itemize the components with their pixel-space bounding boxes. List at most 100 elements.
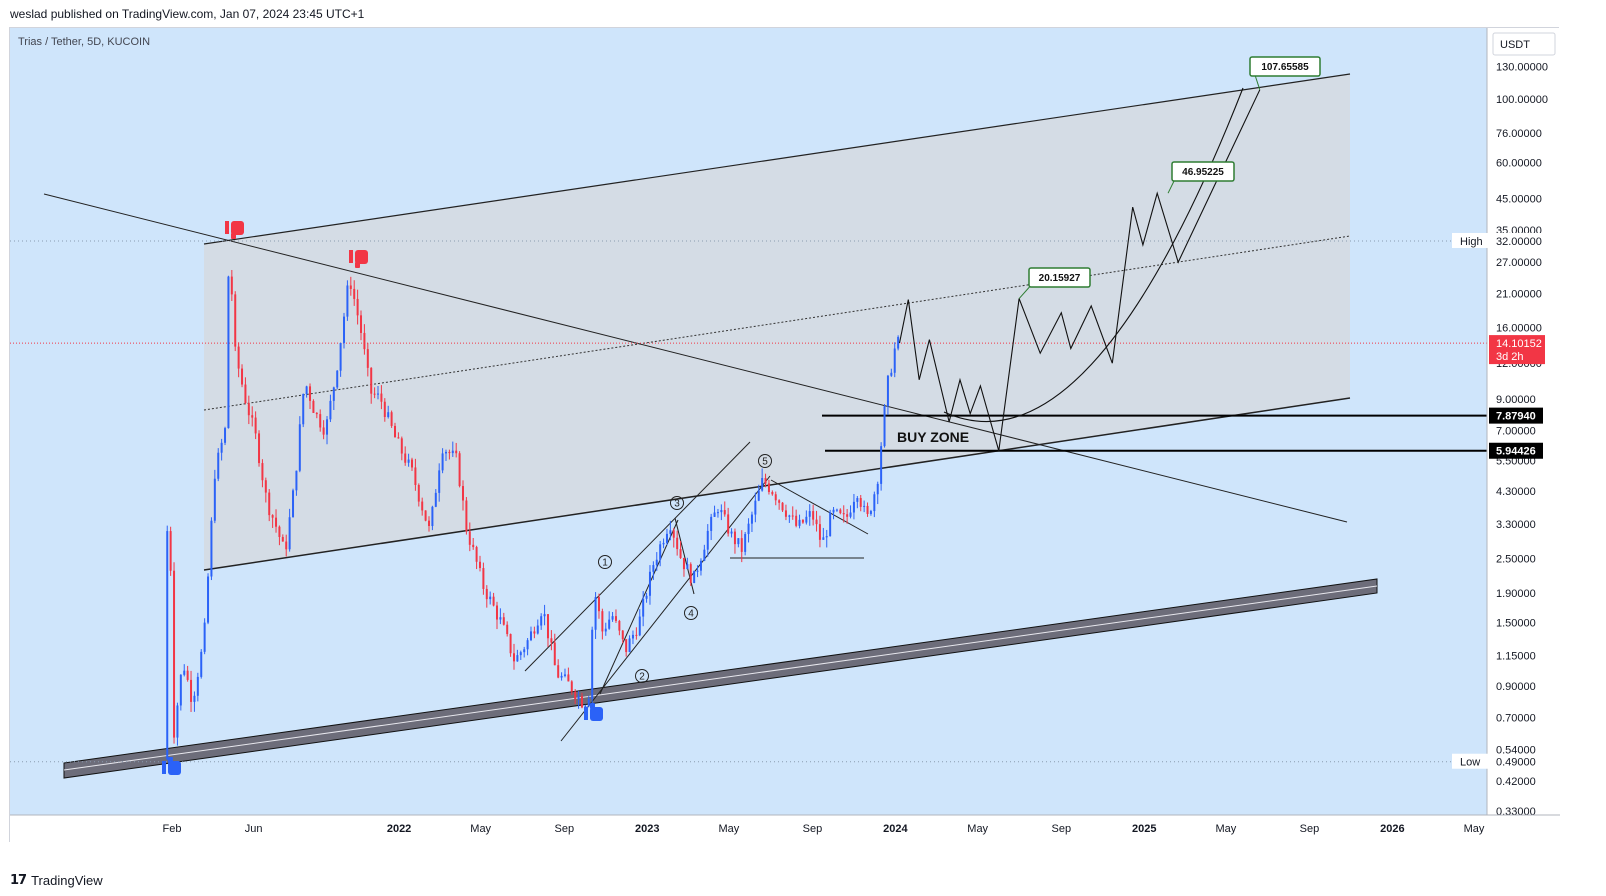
candle-body (319, 414, 322, 428)
candle-body (815, 519, 818, 525)
candle (706, 524, 709, 557)
candle-body (186, 670, 189, 680)
candle (747, 518, 750, 543)
target-value: 46.95225 (1182, 167, 1224, 178)
candle-body (669, 530, 672, 534)
candle-body (489, 596, 492, 600)
tradingview-logo-text: TradingView (31, 873, 103, 888)
candle-body (472, 544, 475, 548)
candle-body (414, 467, 417, 485)
candle-body (611, 616, 614, 620)
candle (631, 630, 634, 645)
thumbs-down-icon-hand (231, 221, 244, 235)
candle (298, 416, 301, 473)
current-price-badge (1489, 335, 1545, 365)
candle (288, 508, 291, 552)
candle-body (866, 505, 869, 514)
candle (771, 490, 774, 496)
candle-body (750, 514, 753, 524)
y-tick-label: 16.00000 (1496, 322, 1542, 334)
thumbs-down-icon-hand (355, 250, 368, 264)
candle (512, 643, 515, 670)
candle-body (292, 490, 295, 518)
candle-body (863, 505, 866, 507)
candle-body (516, 655, 519, 662)
y-tick-label: 100.00000 (1496, 94, 1548, 106)
tradingview-logo[interactable]: 17 TradingView (10, 873, 103, 888)
candle-body (380, 393, 383, 402)
candle (516, 649, 519, 662)
candle (482, 562, 485, 595)
candle-body (529, 631, 532, 641)
candle-body (774, 494, 777, 501)
candle-body (349, 285, 352, 289)
candle (784, 504, 787, 521)
candle-body (897, 336, 900, 349)
candle-body (169, 531, 172, 571)
candle (795, 509, 798, 528)
channel-lower-line (203, 397, 1351, 571)
candle-body (288, 517, 291, 550)
candle (897, 335, 900, 351)
candle (750, 511, 753, 533)
candle (693, 570, 696, 584)
candle-body (373, 393, 376, 395)
candle-body (448, 451, 451, 454)
candle (441, 448, 444, 474)
candle (207, 573, 210, 625)
candle-body (727, 514, 730, 534)
candle (808, 504, 811, 526)
wave-label-3: 3 (670, 496, 684, 510)
candle-body (264, 480, 267, 493)
currency-selector[interactable]: USDT (1492, 32, 1556, 56)
candle (713, 505, 716, 518)
candle (485, 585, 488, 608)
candle-body (509, 634, 512, 654)
candle-body (655, 559, 658, 566)
candle-body (869, 511, 872, 514)
candle-body (400, 438, 403, 454)
x-tick-label: 2024 (883, 823, 908, 835)
candle-body (676, 537, 679, 550)
candle (730, 528, 733, 538)
level-tag-bg (1452, 232, 1488, 248)
candle-body (886, 375, 889, 407)
candle-body (190, 679, 193, 702)
candle-body (761, 477, 764, 491)
parabolic-curve (943, 87, 1244, 422)
candle (380, 385, 383, 410)
candle-body (574, 691, 577, 700)
candle-body (315, 412, 318, 415)
y-tick-label: 9.00000 (1496, 394, 1536, 406)
candle-body (716, 512, 719, 514)
candle (893, 342, 896, 378)
candle (873, 491, 876, 518)
candle-body (730, 531, 733, 534)
level-tag-low: Low (1460, 757, 1480, 769)
candle (329, 394, 332, 423)
candle-body (258, 433, 261, 464)
price-chart[interactable]: BUY ZONE 1 2 3 4 5 20.15927 46.95225 107.65585 Tr… (10, 28, 1560, 843)
chart-panel[interactable]: BUY ZONE 1 2 3 4 5 20.15927 46.95225 107.65585 Tr… (9, 27, 1560, 843)
candle-body (795, 515, 798, 526)
candle (230, 269, 233, 302)
candle-body (856, 498, 859, 502)
candle-body (604, 628, 607, 632)
candle-body (778, 500, 781, 503)
candle-body (506, 624, 509, 635)
candle-body (791, 515, 794, 517)
support-band-center (63, 585, 1378, 771)
candle-body (723, 510, 726, 515)
candle (880, 442, 883, 491)
candle (502, 612, 505, 626)
candle-body (818, 524, 821, 540)
candle (778, 499, 781, 510)
candle (414, 458, 417, 491)
candle-body (353, 288, 356, 299)
candle-body (788, 515, 791, 517)
wave-label-text: 4 (688, 609, 694, 620)
thumbs-down-icon-cuff (349, 250, 353, 263)
candle (801, 519, 804, 524)
candle (489, 591, 492, 605)
target-value: 107.65585 (1261, 62, 1309, 73)
